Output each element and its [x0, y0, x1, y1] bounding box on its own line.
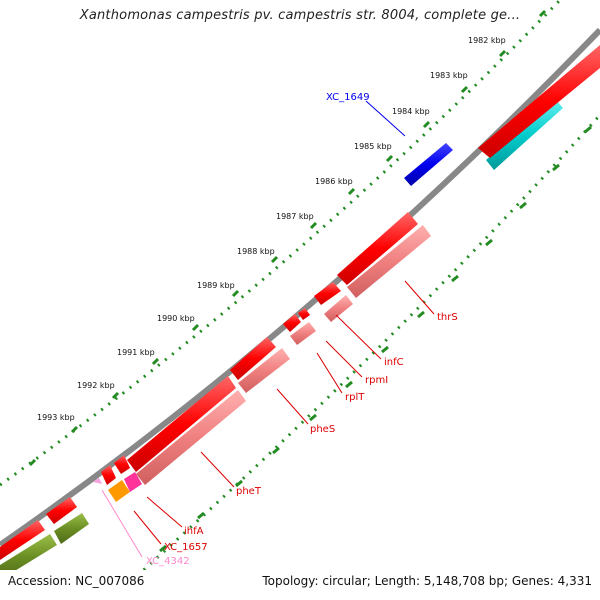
cds-forward[interactable] [314, 282, 341, 305]
feature-xc4342[interactable] [93, 478, 102, 484]
cds-thrS[interactable] [347, 225, 431, 298]
cds-forward[interactable] [478, 45, 600, 158]
tick-label: 1983 kbp [430, 71, 468, 80]
cds-forward[interactable] [46, 497, 77, 524]
cds-forward[interactable] [101, 465, 116, 485]
tick-label: 1986 kbp [315, 177, 353, 186]
outer-tick-ring [0, 0, 562, 487]
tick-label: 1984 kbp [392, 107, 430, 116]
tick-label: 1990 kbp [157, 314, 195, 323]
reverse-cds-track [93, 225, 431, 485]
tick-label: 1982 kbp [468, 36, 506, 45]
cds-infC[interactable] [324, 295, 353, 322]
feature-ihfA[interactable] [124, 472, 142, 492]
cds-pheT[interactable] [136, 390, 246, 485]
feature-olive[interactable] [0, 534, 57, 580]
outer-major-ticks [28, 9, 547, 467]
tick-labels: 1982 kbp 1983 kbp 1984 kbp 1985 kbp 1986… [37, 36, 506, 422]
cds-forward[interactable] [0, 520, 45, 560]
gene-label-phet[interactable]: pheT [236, 486, 262, 497]
cds-rplT[interactable] [290, 322, 316, 345]
gene-label-infc[interactable]: infC [384, 357, 404, 368]
gene-label-ihfa[interactable]: ihfA [184, 526, 204, 537]
footer-bar [0, 570, 600, 600]
feature-xc1657[interactable] [108, 480, 130, 502]
accession-text: Accession: NC_007086 [8, 574, 145, 588]
tick-label: 1993 kbp [37, 413, 75, 422]
label-leaders [101, 100, 435, 558]
inner-tick-ring [109, 113, 600, 600]
gene-label-thrs[interactable]: thrS [437, 312, 458, 323]
gene-label-xc4342[interactable]: XC_4342 [146, 556, 190, 567]
tick-label: 1989 kbp [197, 281, 235, 290]
tick-label: 1991 kbp [117, 348, 155, 357]
gene-label-rplt[interactable]: rplT [345, 392, 365, 403]
gene-label-xc1649[interactable]: XC_1649 [326, 92, 370, 103]
feature-cyan[interactable] [486, 100, 563, 170]
tick-label: 1985 kbp [354, 142, 392, 151]
gene-label-phes[interactable]: pheS [310, 424, 335, 435]
tick-label: 1988 kbp [237, 247, 275, 256]
tick-label: 1987 kbp [276, 212, 314, 221]
feature-olive[interactable] [54, 513, 89, 544]
gene-label-xc1657[interactable]: XC_1657 [164, 542, 208, 553]
cds-forward[interactable] [127, 376, 236, 472]
cds-forward[interactable] [298, 308, 310, 320]
feature-xc1649[interactable] [404, 143, 453, 186]
gene-label-rpmi[interactable]: rpmI [365, 375, 388, 386]
genome-backbone [0, 27, 600, 548]
cds-pheS[interactable] [238, 348, 290, 393]
cds-forward[interactable] [114, 455, 130, 474]
gene-labels: XC_1649 thrS infC rpmI rplT pheS pheT ih… [146, 92, 458, 567]
genome-summary-text: Topology: circular; Length: 5,148,708 bp… [262, 574, 592, 588]
forward-cds-track [0, 45, 600, 560]
inner-major-ticks [121, 125, 592, 587]
cds-forward[interactable] [337, 212, 418, 285]
tick-label: 1992 kbp [77, 381, 115, 390]
map-title: Xanthomonas campestris pv. campestris st… [79, 8, 521, 23]
cds-forward[interactable] [230, 337, 276, 380]
cds-forward[interactable] [283, 314, 301, 332]
